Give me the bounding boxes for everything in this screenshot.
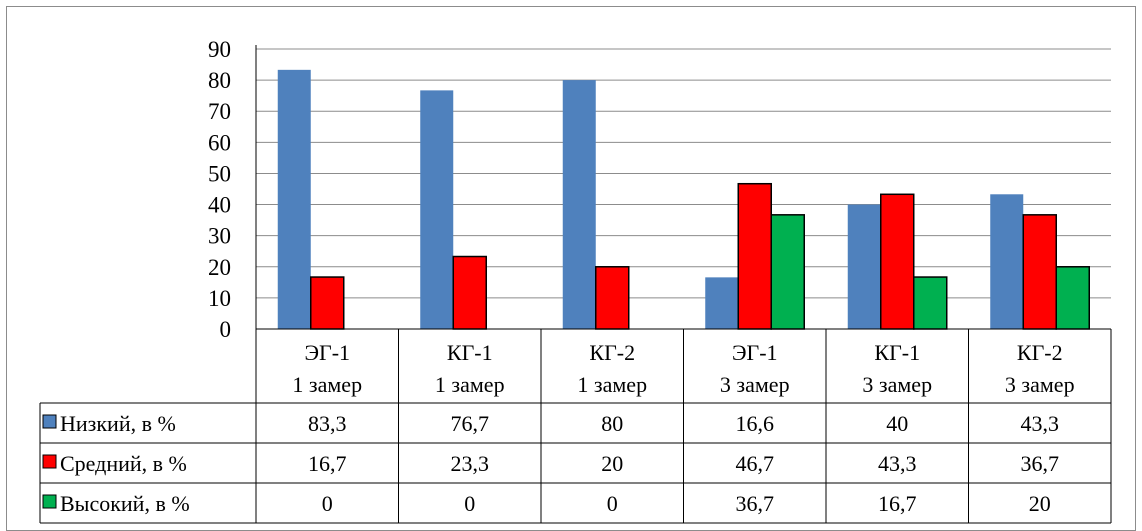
data-table-value: 36,7 bbox=[736, 491, 775, 516]
legend-swatch bbox=[42, 454, 57, 469]
legend-swatch bbox=[42, 494, 57, 509]
bar bbox=[990, 194, 1024, 329]
y-tick-label: 70 bbox=[208, 99, 231, 124]
y-tick-label: 0 bbox=[220, 317, 232, 342]
data-table-value: 16,7 bbox=[878, 491, 917, 516]
bar bbox=[1022, 214, 1057, 330]
y-tick-label: 20 bbox=[208, 255, 231, 280]
data-table-value: 16,7 bbox=[308, 451, 347, 476]
bar bbox=[880, 193, 915, 330]
x-tick-label: 3 замер bbox=[1005, 372, 1075, 397]
bar bbox=[770, 214, 805, 330]
y-tick-label: 80 bbox=[208, 68, 231, 93]
x-tick-label: КГ-2 bbox=[1017, 340, 1063, 365]
bar bbox=[452, 255, 487, 330]
x-tick-label: КГ-1 bbox=[447, 340, 493, 365]
bar bbox=[1055, 266, 1090, 330]
data-table-value: 20 bbox=[1029, 491, 1051, 516]
legend-label: Высокий, в % bbox=[60, 491, 190, 516]
y-tick-label: 40 bbox=[208, 193, 231, 218]
data-table-value: 36,7 bbox=[1021, 451, 1060, 476]
y-tick-label: 10 bbox=[208, 286, 231, 311]
data-table-value: 0 bbox=[464, 491, 475, 516]
data-table-value: 46,7 bbox=[736, 451, 775, 476]
x-tick-label: 3 замер bbox=[720, 372, 790, 397]
bar bbox=[310, 276, 345, 330]
data-table-value: 76,7 bbox=[451, 411, 490, 436]
data-table-value: 0 bbox=[607, 491, 618, 516]
data-table-value: 43,3 bbox=[878, 451, 917, 476]
bar bbox=[277, 69, 311, 329]
bar bbox=[420, 90, 454, 329]
data-table-value: 80 bbox=[601, 411, 623, 436]
legend-label: Средний, в % bbox=[60, 451, 187, 476]
y-tick-label: 30 bbox=[208, 224, 231, 249]
bar bbox=[562, 80, 596, 329]
y-tick-label: 90 bbox=[208, 37, 231, 62]
x-tick-label: ЭГ-1 bbox=[304, 340, 350, 365]
y-tick-label: 50 bbox=[208, 161, 231, 186]
x-tick-label: 1 замер bbox=[292, 372, 362, 397]
data-table-value: 20 bbox=[601, 451, 623, 476]
data-table-value: 40 bbox=[886, 411, 908, 436]
x-tick-label: 1 замер bbox=[435, 372, 505, 397]
y-tick-label: 60 bbox=[208, 130, 231, 155]
legend-label: Низкий, в % bbox=[60, 411, 176, 436]
bar bbox=[705, 277, 739, 329]
bar bbox=[737, 182, 772, 330]
x-tick-label: КГ-1 bbox=[874, 340, 920, 365]
data-table-value: 16,6 bbox=[736, 411, 775, 436]
x-tick-label: 1 замер bbox=[577, 372, 647, 397]
bar bbox=[847, 204, 881, 329]
data-table-value: 0 bbox=[322, 491, 333, 516]
data-table-value: 83,3 bbox=[308, 411, 347, 436]
legend-swatch bbox=[42, 414, 57, 429]
data-table-value: 43,3 bbox=[1021, 411, 1060, 436]
bar bbox=[913, 276, 948, 330]
data-table-value: 23,3 bbox=[451, 451, 490, 476]
x-tick-label: КГ-2 bbox=[589, 340, 635, 365]
x-tick-label: ЭГ-1 bbox=[732, 340, 778, 365]
bar bbox=[595, 266, 630, 330]
x-tick-label: 3 замер bbox=[862, 372, 932, 397]
